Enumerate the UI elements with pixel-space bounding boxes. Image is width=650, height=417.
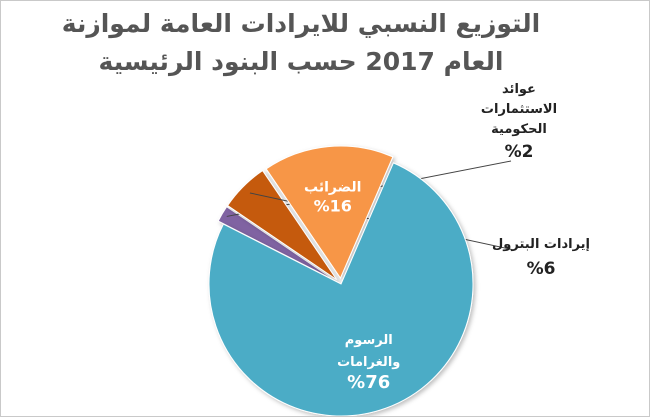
pie-slice-4: [208, 162, 474, 416]
slice-category-1: عوائد: [502, 82, 536, 97]
slice-category-4: الرسوم: [345, 333, 393, 348]
chart-title-line-2: العام 2017 حسب البنود الرئيسية: [98, 47, 504, 76]
slice-category-2: إيرادات البترول: [492, 237, 590, 252]
slice-value-4: %76: [347, 372, 390, 393]
slice-label-3: الضرائب %16: [304, 180, 361, 216]
pie-slice-2: [226, 169, 338, 281]
chart-title-line-1: التوزيع النسبي للايرادات العامة لموازنة: [61, 9, 541, 38]
slice-value-2: %6: [527, 259, 556, 279]
pie-slice-1: [217, 206, 337, 282]
slice-category-1: الاستثمارات: [481, 102, 557, 117]
slice-label-1: عوائد الاستثمارات الحكومية %2: [481, 82, 557, 162]
slice-category-1: الحكومية: [491, 122, 547, 137]
slice-value-1: %2: [505, 142, 534, 162]
slice-category-3: الضرائب: [304, 180, 361, 196]
slice-label-4: الرسوم والغرامات %76: [337, 333, 400, 393]
slice-value-3: %16: [314, 197, 352, 216]
chart-title: التوزيع النسبي للايرادات العامة لموازنة …: [61, 5, 541, 81]
slice-category-4: والغرامات: [337, 355, 400, 370]
pie-slice-3: [265, 145, 394, 280]
slice-label-2: إيرادات البترول %6: [492, 237, 590, 279]
